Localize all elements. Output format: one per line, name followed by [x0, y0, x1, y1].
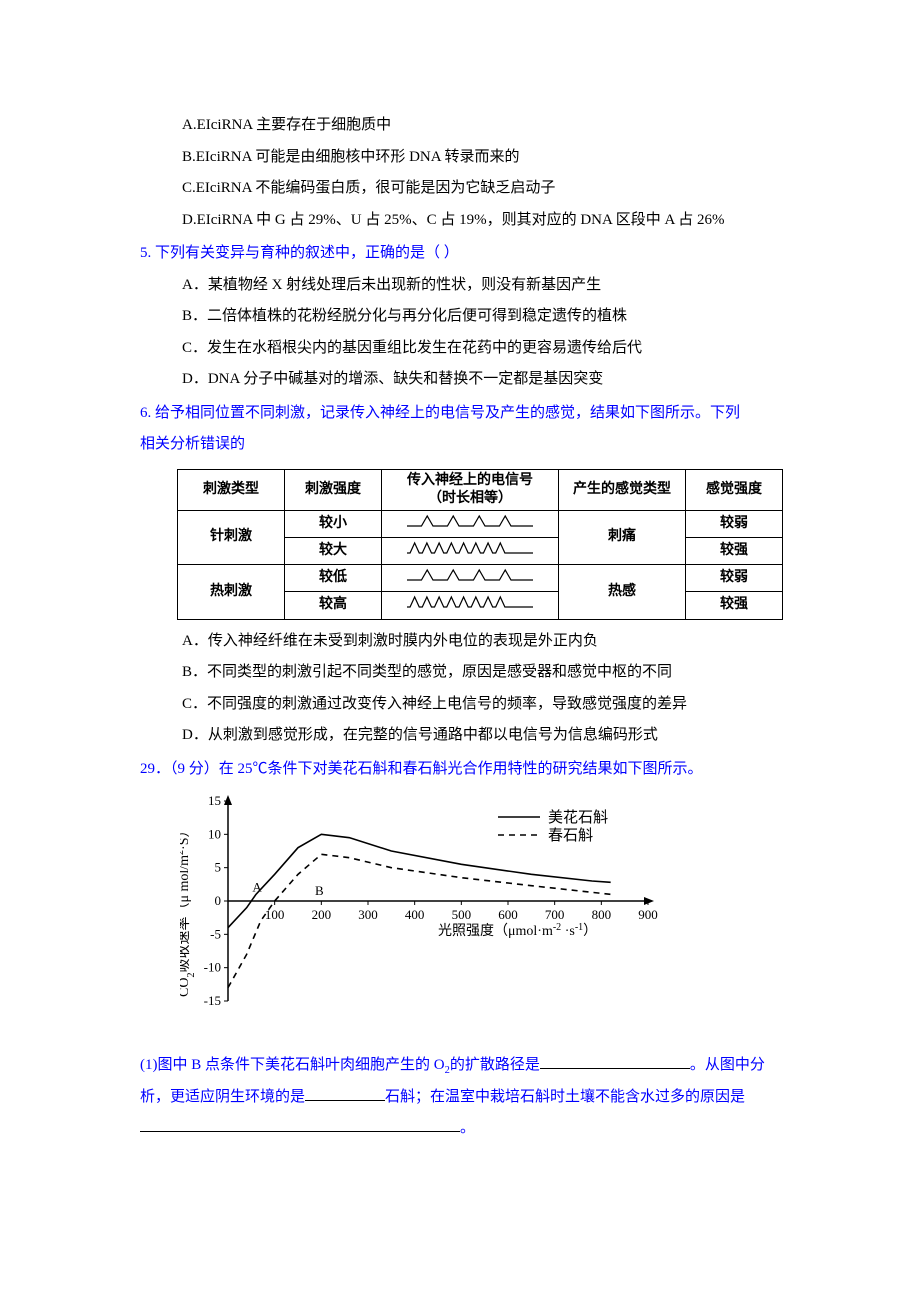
- q6-choice-A: A．传入神经纤维在未受到刺激时膜内外电位的表现是外正内负: [140, 626, 820, 658]
- cell-sense-int: 较强: [686, 538, 783, 565]
- q29-stem: 29．（9 分）在 25℃条件下对美花石斛和春石斛光合作用特性的研究结果如下图所…: [140, 754, 820, 786]
- stimulus-table-wrap: 刺激类型 刺激强度 传入神经上的电信号 （时长相等） 产生的感觉类型 感觉强度 …: [140, 469, 820, 620]
- q6-choice-D: D．从刺激到感觉形成，在完整的信号通路中都以电信号为信息编码形式: [140, 720, 820, 752]
- q5-choice-D: D．DNA 分子中碱基对的增添、缺失和替换不一定都是基因突变: [140, 364, 820, 396]
- q29-sub1: (1)图中 B 点条件下美花石斛叶肉细胞产生的 O2的扩散路径是。从图中分: [140, 1050, 820, 1082]
- blank-shade-plant: [305, 1085, 385, 1101]
- q29-line2-post: 石斛；在温室中栽培石斛时土壤不能含水过多的原因是: [385, 1089, 745, 1105]
- svg-text:600: 600: [498, 907, 518, 922]
- svg-text:B: B: [315, 883, 324, 898]
- svg-text:200: 200: [312, 907, 332, 922]
- stimulus-table: 刺激类型 刺激强度 传入神经上的电信号 （时长相等） 产生的感觉类型 感觉强度 …: [177, 469, 783, 620]
- q29-line2: 析，更适应阴生环境的是 石斛；在温室中栽培石斛时土壤不能含水过多的原因是: [140, 1082, 820, 1114]
- svg-text:300: 300: [358, 907, 378, 922]
- choice-B: B.EIciRNA 可能是由细胞核中环形 DNA 转录而来的: [140, 142, 820, 174]
- chart-svg: 15 10 5 0 -5 -10 -15 100 200 300 400 500 600 700 800 90…: [180, 791, 698, 1033]
- svg-text:-15: -15: [204, 993, 221, 1008]
- cell-signal: [382, 592, 559, 619]
- cell-sense-int: 较弱: [686, 510, 783, 537]
- th-signal-l1: 传入神经上的电信号: [407, 473, 533, 488]
- cell-intensity: 较高: [285, 592, 382, 619]
- svg-text:0: 0: [215, 893, 222, 908]
- blank-diffusion-path: [540, 1053, 690, 1069]
- exam-page: A.EIciRNA 主要存在于细胞质中 B.EIciRNA 可能是由细胞核中环形…: [0, 0, 920, 1205]
- cell-sense-type: 热感: [559, 565, 686, 619]
- svg-text:400: 400: [405, 907, 425, 922]
- q29-line2-pre: 析，更适应阴生环境的是: [140, 1089, 305, 1105]
- svg-text:15: 15: [208, 793, 221, 808]
- svg-text:5: 5: [215, 860, 222, 875]
- q29-line3: 。: [140, 1113, 820, 1145]
- q5-choice-B: B．二倍体植株的花粉经脱分化与再分化后便可得到稳定遗传的植株: [140, 301, 820, 333]
- svg-text:10: 10: [208, 826, 221, 841]
- q6-stem-line2: 相关分析错误的: [140, 429, 820, 461]
- svg-text:-10: -10: [204, 960, 221, 975]
- svg-text:100: 100: [265, 907, 285, 922]
- q6-choice-B: B．不同类型的刺激引起不同类型的感觉，原因是感受器和感觉中枢的不同: [140, 657, 820, 689]
- q5-stem: 5. 下列有关变异与育种的叙述中，正确的是（ ）: [140, 238, 820, 270]
- choice-A: A.EIciRNA 主要存在于细胞质中: [140, 110, 820, 142]
- th-sense-type: 产生的感觉类型: [559, 469, 686, 510]
- choice-C: C.EIciRNA 不能编码蛋白质，很可能是因为它缺乏启动子: [140, 173, 820, 205]
- q6-choice-C: C．不同强度的刺激通过改变传入神经上电信号的频率，导致感觉强度的差异: [140, 689, 820, 721]
- svg-text:美花石斛: 美花石斛: [548, 809, 608, 826]
- cell-sense-int: 较强: [686, 592, 783, 619]
- cell-signal: [382, 538, 559, 565]
- svg-text:春石斛: 春石斛: [548, 827, 593, 844]
- cell-intensity: 较大: [285, 538, 382, 565]
- cell-signal: [382, 565, 559, 592]
- q5-choice-C: C．发生在水稻根尖内的基因重组比发生在花药中的更容易遗传给后代: [140, 333, 820, 365]
- q29-sub1-pre: (1)图中 B 点条件下美花石斛叶肉细胞产生的 O: [140, 1057, 445, 1073]
- th-intensity: 刺激强度: [285, 469, 382, 510]
- svg-text:700: 700: [545, 907, 565, 922]
- q29-sub1-mid: 的扩散路径是: [450, 1057, 540, 1073]
- cell-sense-int: 较弱: [686, 565, 783, 592]
- photosynthesis-chart: 15 10 5 0 -5 -10 -15 100 200 300 400 500 600 700 800 90…: [180, 791, 820, 1046]
- svg-text:-5: -5: [210, 926, 221, 941]
- choice-D: D.EIciRNA 中 G 占 29%、U 占 25%、C 占 19%，则其对应…: [140, 205, 820, 237]
- q29-line3-post: 。: [460, 1120, 475, 1136]
- cell-stim-type: 热刺激: [178, 565, 285, 619]
- th-signal-l2: （时长相等）: [428, 491, 512, 506]
- svg-text:900: 900: [638, 907, 658, 922]
- cell-sense-type: 刺痛: [559, 510, 686, 564]
- th-sense-int: 感觉强度: [686, 469, 783, 510]
- svg-text:光照强度（μmol·m-2 ·s-1）: 光照强度（μmol·m-2 ·s-1）: [438, 922, 597, 940]
- svg-text:CO2吸收速率（μ mol/m2·S）: CO2吸收速率（μ mol/m2·S）: [180, 824, 197, 997]
- cell-intensity: 较小: [285, 510, 382, 537]
- svg-text:500: 500: [452, 907, 472, 922]
- cell-intensity: 较低: [285, 565, 382, 592]
- svg-text:800: 800: [592, 907, 612, 922]
- cell-signal: [382, 510, 559, 537]
- th-stim-type: 刺激类型: [178, 469, 285, 510]
- q6-stem-line1: 6. 给予相同位置不同刺激，记录传入神经上的电信号及产生的感觉，结果如下图所示。…: [140, 398, 820, 430]
- th-signal: 传入神经上的电信号 （时长相等）: [382, 469, 559, 510]
- cell-stim-type: 针刺激: [178, 510, 285, 564]
- q29-sub1-post: 。从图中分: [690, 1057, 765, 1073]
- q5-choice-A: A．某植物经 X 射线处理后未出现新的性状，则没有新基因产生: [140, 270, 820, 302]
- blank-water-reason: [140, 1116, 460, 1132]
- svg-text:A: A: [252, 880, 262, 895]
